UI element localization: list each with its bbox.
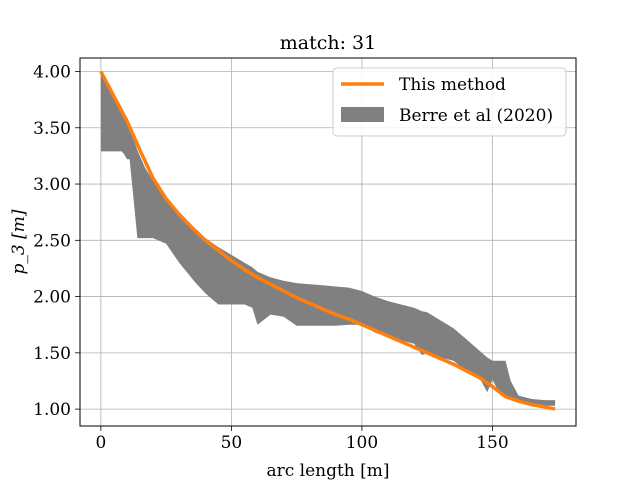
y-tick-label: 1.50 <box>33 344 71 364</box>
legend-label-berre: Berre et al (2020) <box>399 106 553 126</box>
plot-frame <box>79 57 577 427</box>
y-tick-label: 2.50 <box>33 231 71 251</box>
x-axis-label: arc length [m] <box>266 461 389 480</box>
chart-title: match: 31 <box>280 32 376 54</box>
y-axis-label: p_3 [m] <box>9 209 29 274</box>
x-tick-label: 50 <box>221 433 243 453</box>
this-method-line <box>99 70 556 411</box>
x-tick-label: 150 <box>476 433 508 453</box>
y-tick-label: 3.50 <box>33 119 71 139</box>
berre-band-area <box>100 71 556 406</box>
this-method-series <box>99 70 556 411</box>
axis-ticks: 0 50 100 150 1.00 1.50 2.00 2.50 3.00 3.50 4.00 <box>33 63 509 453</box>
y-tick-label: 1.00 <box>33 400 71 420</box>
y-tick-label: 2.00 <box>33 288 71 308</box>
legend-label-this-method: This method <box>399 75 506 95</box>
legend-box <box>332 67 567 137</box>
y-tick-label: 3.00 <box>33 175 71 195</box>
y-tick-label: 4.00 <box>33 63 71 83</box>
legend: This method Berre et al (2020) <box>332 67 567 137</box>
x-tick-label: 100 <box>346 433 378 453</box>
berre-band-series <box>100 71 556 406</box>
legend-swatch-berre <box>341 107 384 122</box>
x-tick-label: 0 <box>95 433 106 453</box>
